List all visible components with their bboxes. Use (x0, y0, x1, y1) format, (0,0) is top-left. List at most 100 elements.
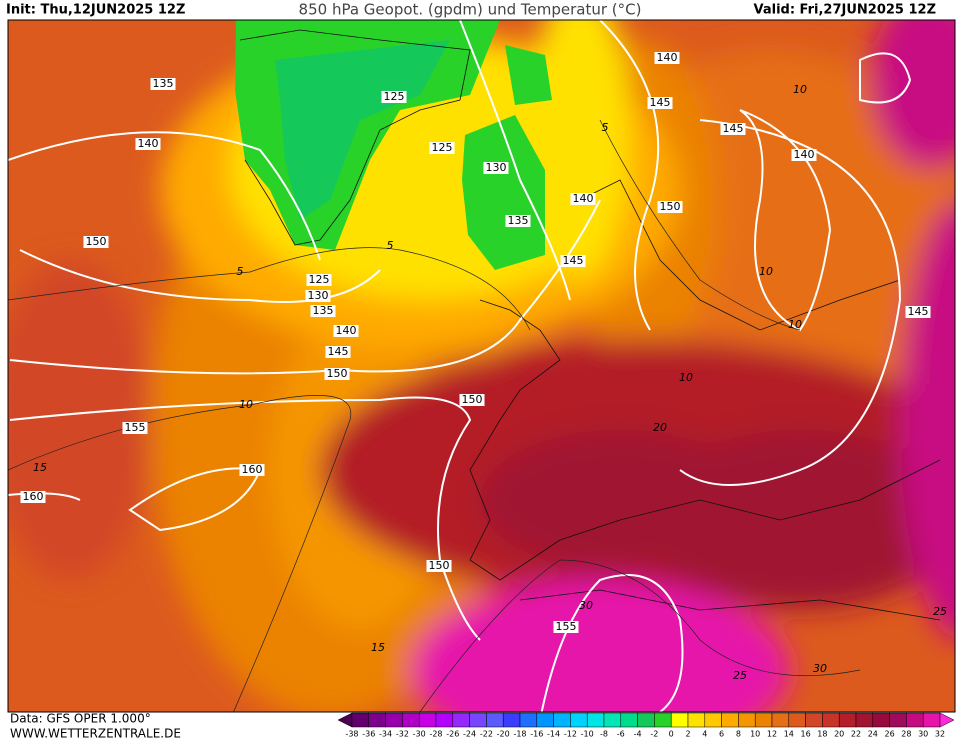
color-scale-label: 14 (784, 730, 794, 739)
color-swatch (721, 712, 739, 728)
color-swatch (536, 712, 554, 728)
geopotential-label-box (333, 325, 359, 337)
geopotential-label: 140 (336, 324, 357, 337)
color-scale-label: 6 (719, 730, 724, 739)
data-source: Data: GFS OPER 1.000° (10, 712, 151, 726)
geopotential-label: 150 (462, 393, 483, 406)
geopotential-label-box (325, 346, 351, 358)
geopotential-label-box (483, 162, 509, 174)
geopotential-label-box (122, 422, 148, 434)
geopotential-label-box (429, 142, 455, 154)
temperature-label: 15 (33, 461, 47, 474)
color-swatch (906, 712, 924, 728)
geopotential-label-box (654, 52, 680, 64)
geopotential-label-box (553, 621, 579, 633)
geopotential-label-box (381, 91, 407, 103)
color-scale-label: -28 (429, 730, 442, 739)
geopotential-label-box (459, 394, 485, 406)
geopotential-label-box (505, 215, 531, 227)
geopotential-label-box (239, 464, 265, 476)
color-scale-label: 22 (851, 730, 861, 739)
geopotential-label-box (905, 306, 931, 318)
color-scale-label: -16 (530, 730, 543, 739)
color-swatch (469, 712, 487, 728)
color-scale-label: 4 (702, 730, 707, 739)
temperature-label: 10 (793, 83, 807, 96)
color-scale-label: 8 (736, 730, 741, 739)
color-scale-label: -12 (564, 730, 577, 739)
temperature-label: 5 (237, 265, 244, 278)
geopotential-label: 155 (125, 421, 146, 434)
color-scale-label: 28 (901, 730, 911, 739)
geopotential-label: 140 (138, 137, 159, 150)
geopotential-label: 145 (908, 305, 929, 318)
website: WWW.WETTERZENTRALE.DE (10, 727, 181, 741)
geopotential-label: 150 (86, 235, 107, 248)
color-swatch (855, 712, 874, 728)
temperature-label: 10 (239, 398, 253, 411)
temperature-label: 25 (933, 605, 947, 618)
color-scale-label: -30 (413, 730, 426, 739)
geopotential-label: 140 (657, 51, 678, 64)
geopotential-label: 150 (429, 559, 450, 572)
color-scale-label: -4 (634, 730, 642, 739)
color-scale-label: -18 (513, 730, 526, 739)
color-scale-label: -36 (362, 730, 375, 739)
geopotential-label: 135 (313, 304, 334, 317)
map-title: 850 hPa Geopot. (gpdm) und Temperatur (°… (299, 1, 642, 19)
temperature-label: 25 (733, 669, 747, 682)
color-scale-label: -26 (446, 730, 459, 739)
color-swatch (368, 712, 386, 728)
color-swatch (553, 712, 571, 728)
color-swatch (603, 712, 622, 728)
color-scale-label: -10 (581, 730, 594, 739)
color-swatch (872, 712, 890, 728)
geopotential-label: 130 (308, 289, 329, 302)
color-swatch (838, 712, 857, 728)
color-swatch (822, 712, 840, 728)
color-swatch (754, 712, 773, 728)
color-swatch (704, 712, 722, 728)
color-scale-label: -20 (497, 730, 510, 739)
geopotential-label: 145 (650, 96, 671, 109)
geopotential-label: 155 (556, 620, 577, 633)
color-swatch (788, 712, 806, 728)
geopotential-label: 140 (573, 192, 594, 205)
color-swatch (486, 712, 504, 728)
color-scale-label: -2 (650, 730, 658, 739)
color-swatch (637, 712, 655, 728)
color-swatch (687, 712, 706, 728)
geopotential-label: 125 (384, 90, 405, 103)
color-scale-end (939, 712, 955, 728)
color-scale-label: 32 (935, 730, 945, 739)
color-scale-label: -38 (345, 730, 358, 739)
geopotential-label: 125 (309, 273, 330, 286)
geopotential-label-box (791, 149, 817, 161)
color-swatch (889, 712, 907, 728)
color-scale-label: -24 (463, 730, 476, 739)
geopotential-label-box (647, 97, 673, 109)
geopotential-label: 145 (328, 345, 349, 358)
temperature-label: 10 (759, 265, 773, 278)
color-scale-label: 0 (669, 730, 674, 739)
geopotential-label-box (306, 274, 332, 286)
geopotential-label: 130 (486, 161, 507, 174)
geopotential-label: 150 (327, 367, 348, 380)
temperature-label: 15 (371, 641, 385, 654)
color-scale-label: 16 (801, 730, 811, 739)
geopotential-label: 135 (153, 77, 174, 90)
color-scale-label: 2 (685, 730, 690, 739)
overlay: 1351401501251251301351401501451401451451… (20, 51, 955, 739)
color-swatch (670, 712, 689, 728)
valid-time: Valid: Fri,27JUN2025 12Z (753, 3, 936, 18)
color-swatch (738, 712, 756, 728)
color-swatch (922, 712, 941, 728)
color-swatch (771, 712, 790, 728)
color-scale-label: 12 (767, 730, 777, 739)
temperature-label: 5 (387, 239, 394, 252)
color-swatch (586, 712, 605, 728)
color-swatch (385, 712, 403, 728)
color-swatch (502, 712, 521, 728)
